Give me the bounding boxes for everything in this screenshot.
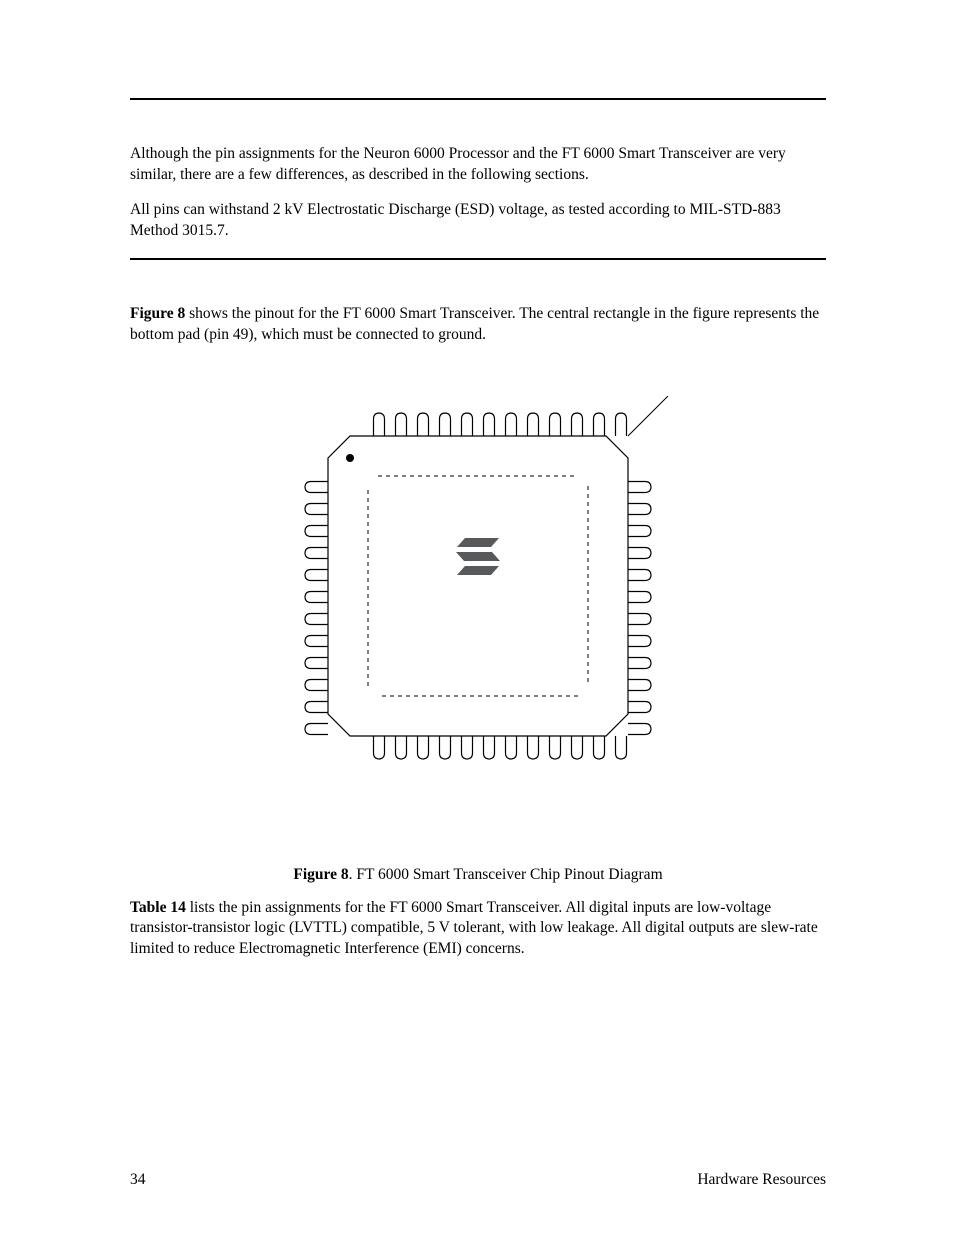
paragraph-4-rest: lists the pin assignments for the FT 600… [130,899,818,958]
section-title: Hardware Resources [697,1171,826,1189]
figure-8-caption: Figure 8. FT 6000 Smart Transceiver Chip… [130,866,826,884]
paragraph-2: All pins can withstand 2 kV Electrostati… [130,200,826,242]
table-ref: Table 14 [130,899,186,916]
figure-8-container [130,396,826,796]
document-page: Although the pin assignments for the Neu… [0,0,954,1235]
figure-ref: Figure 8 [130,305,185,322]
caption-bold: Figure 8 [293,866,348,883]
page-number: 34 [130,1171,146,1189]
caption-rest: . FT 6000 Smart Transceiver Chip Pinout … [349,866,663,883]
chip-pinout-diagram [288,396,668,796]
paragraph-3-rest: shows the pinout for the FT 6000 Smart T… [130,305,819,343]
page-footer: 34 Hardware Resources [130,1171,826,1189]
paragraph-4: Table 14 lists the pin assignments for t… [130,898,826,961]
paragraph-3: Figure 8 shows the pinout for the FT 600… [130,304,826,346]
paragraph-1: Although the pin assignments for the Neu… [130,144,826,186]
